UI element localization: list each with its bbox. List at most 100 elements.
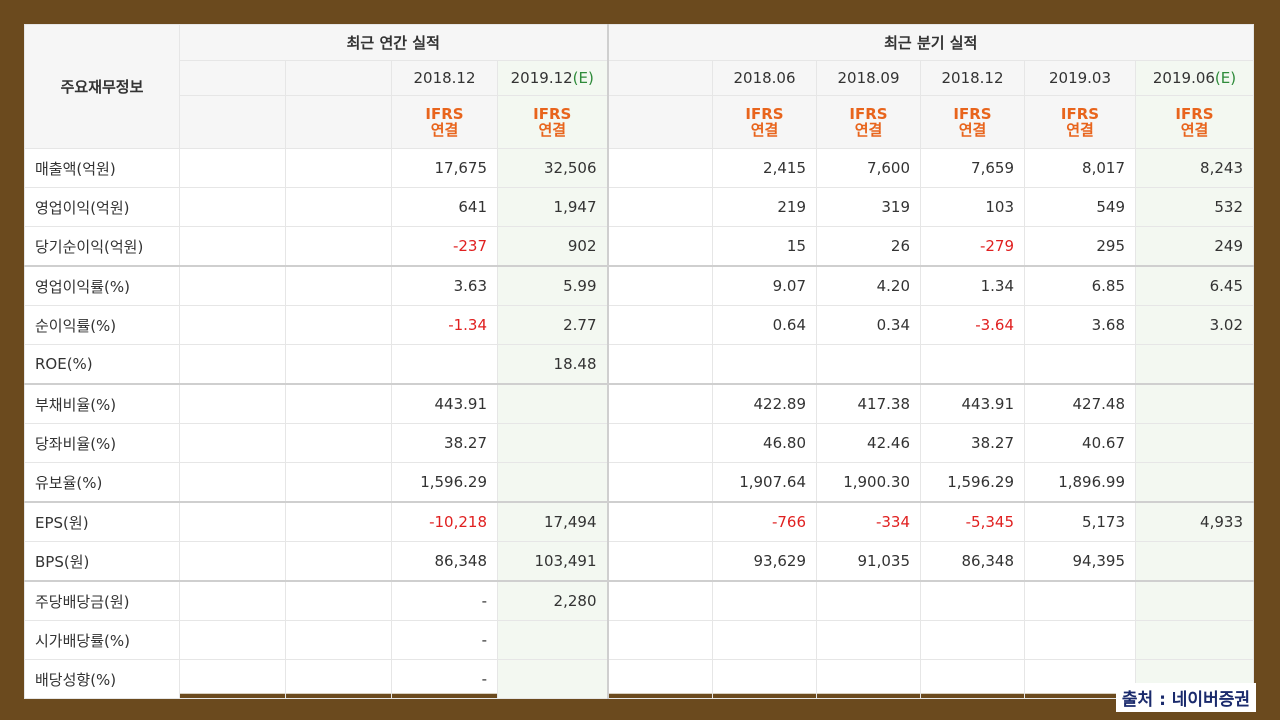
- annual-value: -1.34: [391, 305, 498, 345]
- blank-cell: [179, 187, 286, 227]
- period-header: 2018.06: [712, 60, 817, 96]
- quarter-value: 94,395: [1024, 541, 1136, 582]
- annual-value: -10,218: [391, 501, 498, 542]
- quarter-value: 427.48: [1024, 383, 1136, 424]
- quarter-value: 5,173: [1024, 501, 1136, 542]
- consolidated-label: 연결: [958, 121, 987, 139]
- quarter-value: [1135, 423, 1254, 463]
- accounting-standard: IFRS 연결: [1135, 95, 1254, 149]
- table-row: 부채비율(%) 443.91 422.89 417.38 443.91 427.48: [24, 383, 1254, 424]
- blank-cell: [606, 541, 713, 582]
- row-label: 당좌비율(%): [24, 423, 180, 463]
- quarter-value: [816, 580, 921, 621]
- annual-value: 38.27: [391, 423, 498, 463]
- quarter-value: 3.02: [1135, 305, 1254, 345]
- consolidated-label: 연결: [1066, 121, 1094, 139]
- blank-cell: [179, 620, 286, 660]
- table-row: ROE(%) 18.48: [24, 344, 1254, 385]
- quarter-header: 최근 분기 실적: [606, 24, 1254, 61]
- row-label: ROE(%): [24, 344, 180, 385]
- period-header: 2018.09: [816, 60, 921, 96]
- quarter-value: -279: [920, 226, 1025, 267]
- quarter-value: [712, 659, 817, 699]
- blank-cell: [285, 423, 392, 463]
- estimate-mark: (E): [572, 69, 594, 87]
- accounting-standard: IFRS 연결: [391, 95, 498, 149]
- annual-value: 86,348: [391, 541, 498, 582]
- annual-value: [497, 383, 608, 424]
- quarter-value: [1135, 620, 1254, 660]
- ifrs-label: IFRS: [1175, 105, 1214, 123]
- quarter-value: [1135, 580, 1254, 621]
- blank-cell: [606, 226, 713, 267]
- quarter-value: [816, 344, 921, 385]
- blank-header: [285, 60, 392, 96]
- blank-cell: [285, 659, 392, 699]
- annual-value: 17,494: [497, 501, 608, 542]
- annual-value: [391, 344, 498, 385]
- blank-cell: [606, 344, 713, 385]
- blank-header: [606, 60, 713, 96]
- blank-cell: [285, 305, 392, 345]
- row-label: 영업이익(억원): [24, 187, 180, 227]
- table-row: EPS(원) -10,218 17,494 -766 -334 -5,345 5,173 4,…: [24, 501, 1254, 542]
- annual-value: 5.99: [497, 265, 608, 306]
- quarter-value: 4.20: [816, 265, 921, 306]
- period-date: 2019.12: [510, 69, 573, 87]
- ifrs-label: IFRS: [849, 105, 888, 123]
- quarter-value: [816, 620, 921, 660]
- corner-label: 주요재무정보: [24, 24, 180, 149]
- quarter-value: [1135, 541, 1254, 582]
- blank-cell: [285, 226, 392, 267]
- quarter-value: 7,659: [920, 148, 1025, 188]
- blank-cell: [285, 501, 392, 542]
- quarter-value: 1,896.99: [1024, 462, 1136, 503]
- quarter-value: 3.68: [1024, 305, 1136, 345]
- annual-header: 최근 연간 실적: [179, 24, 608, 61]
- table-row: 주당배당금(원) -2,280: [24, 580, 1254, 621]
- annual-value: [497, 423, 608, 463]
- blank-cell: [285, 541, 392, 582]
- blank-cell: [606, 620, 713, 660]
- table-row: 영업이익(억원) 641 1,947 219 319 103 549 532: [24, 187, 1254, 227]
- annual-value: -: [391, 620, 498, 660]
- quarter-value: [920, 580, 1025, 621]
- quarter-value: -3.64: [920, 305, 1025, 345]
- accounting-standard: IFRS 연결: [712, 95, 817, 149]
- blank-cell: [179, 659, 286, 699]
- annual-value: 443.91: [391, 383, 498, 424]
- quarter-value: 6.45: [1135, 265, 1254, 306]
- quarter-value: 8,017: [1024, 148, 1136, 188]
- quarter-value: 42.46: [816, 423, 921, 463]
- annual-value: 1,947: [497, 187, 608, 227]
- annual-value: 32,506: [497, 148, 608, 188]
- accounting-standard: IFRS 연결: [920, 95, 1025, 149]
- blank-cell: [285, 148, 392, 188]
- table-row: 순이익률(%) -1.34 2.77 0.64 0.34 -3.64 3.68 3.02: [24, 305, 1254, 345]
- quarter-value: 91,035: [816, 541, 921, 582]
- annual-value: 641: [391, 187, 498, 227]
- quarter-value: 6.85: [1024, 265, 1136, 306]
- quarter-value: [816, 659, 921, 699]
- blank-cell: [179, 265, 286, 306]
- quarter-value: [1024, 344, 1136, 385]
- consolidated-label: 연결: [750, 121, 779, 139]
- row-label: 시가배당률(%): [24, 620, 180, 660]
- quarter-value: [1024, 620, 1136, 660]
- period-date: 2018.12: [413, 69, 476, 87]
- quarter-value: 532: [1135, 187, 1254, 227]
- quarter-value: 219: [712, 187, 817, 227]
- blank-cell: [606, 501, 713, 542]
- annual-value: [497, 620, 608, 660]
- row-label: 당기순이익(억원): [24, 226, 180, 267]
- blank-cell: [606, 462, 713, 503]
- annual-value: [497, 659, 608, 699]
- quarter-value: 15: [712, 226, 817, 267]
- blank-cell: [285, 462, 392, 503]
- quarter-value: [920, 620, 1025, 660]
- row-label: 순이익률(%): [24, 305, 180, 345]
- accounting-standard: IFRS 연결: [816, 95, 921, 149]
- quarter-value: 549: [1024, 187, 1136, 227]
- quarter-value: 38.27: [920, 423, 1025, 463]
- period-date: 2018.06: [733, 69, 796, 87]
